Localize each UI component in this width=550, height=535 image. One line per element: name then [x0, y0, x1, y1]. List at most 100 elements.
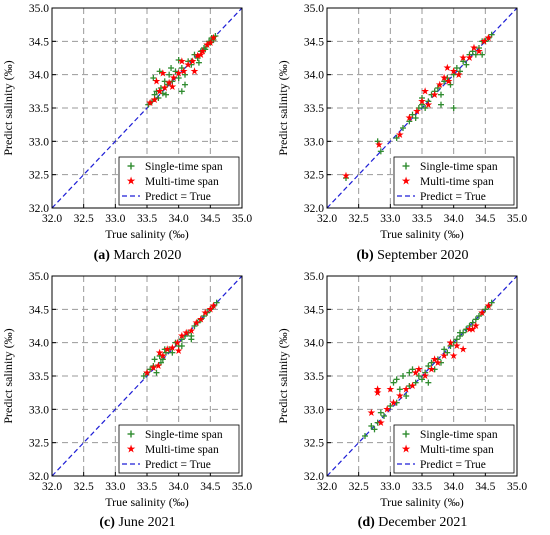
y-tick-label: 35.0 — [29, 3, 49, 15]
point-multi: ★ — [152, 77, 161, 88]
point-multi: ★ — [168, 82, 177, 93]
caption-tag-c: (c) — [99, 515, 115, 530]
point-single — [150, 363, 157, 369]
point-single — [485, 35, 492, 41]
point-single — [362, 433, 368, 439]
point-single — [178, 336, 185, 343]
point-multi: ★ — [373, 388, 382, 399]
point-single — [444, 75, 451, 81]
point-single — [409, 366, 416, 373]
point-single — [422, 105, 429, 111]
x-tick-label: 32.5 — [74, 213, 94, 225]
point-multi: ★ — [155, 348, 164, 359]
point-multi: ★ — [174, 346, 183, 357]
point-multi: ★ — [478, 308, 487, 319]
y-tick-label: 33.5 — [304, 371, 324, 383]
chart-panel-a: ★ ★ ★ ★ ★ ★ ★ ★ ★ ★ ★ ★ ★ ★ ★ ★ ★ ★ ★ ★ ★ 32.0 32.5 33.0 33.5 34.… — [0, 0, 275, 267]
point-single — [450, 339, 457, 346]
y-tick-label: 32.0 — [29, 471, 49, 483]
point-single — [172, 68, 179, 75]
point-single — [156, 68, 163, 75]
x-tick-label: 34.5 — [475, 481, 495, 493]
x-tick-label: 32.5 — [349, 213, 369, 225]
x-tick-label: 33.5 — [137, 213, 157, 225]
x-tick-label: 35.0 — [232, 213, 252, 225]
predict-true-line — [326, 275, 518, 477]
point-single — [482, 306, 489, 313]
chart-panel-c: ★ ★ ★ ★ ★ ★ ★ ★ ★ ★ ★ ★ ★ ★ ★ ★ ★ 32.0 32.5 33.0 33.5 34.0 34.… — [0, 268, 275, 535]
point-single — [159, 356, 166, 363]
point-single — [178, 343, 185, 349]
point-multi: ★ — [471, 321, 480, 332]
point-single — [406, 369, 413, 376]
y-tick-label: 34.5 — [304, 304, 324, 316]
point-multi: ★ — [201, 308, 210, 319]
point-single — [406, 383, 413, 389]
point-multi: ★ — [459, 53, 468, 64]
point-single — [151, 91, 158, 98]
point-multi: ★ — [367, 408, 376, 419]
y-tick-label: 32.0 — [304, 203, 324, 215]
point-single — [419, 376, 425, 383]
point-single — [463, 61, 470, 68]
point-single — [178, 88, 185, 95]
legend: Single-time span ★ Multi-time span Predict … — [393, 424, 515, 474]
x-tick-label: 32.5 — [74, 481, 94, 493]
point-multi: ★ — [395, 391, 404, 402]
point-single — [168, 65, 175, 71]
point-single — [406, 118, 413, 125]
point-multi: ★ — [433, 358, 442, 369]
point-single — [201, 45, 207, 51]
point-single — [403, 393, 410, 399]
point-multi: ★ — [405, 113, 414, 124]
point-multi: ★ — [411, 368, 420, 379]
y-tick-label: 32.5 — [29, 438, 49, 450]
point-single — [441, 78, 448, 85]
y-axis-label: Predict salinity (‰) — [1, 60, 15, 155]
point-single — [450, 71, 457, 78]
point-single — [188, 333, 195, 339]
x-tick-label: 32.5 — [349, 481, 369, 493]
point-single — [157, 359, 164, 366]
point-multi: ★ — [182, 328, 191, 339]
point-single — [343, 175, 349, 181]
legend-label: Single-time span — [420, 161, 498, 173]
point-single — [210, 303, 217, 309]
point-multi: ★ — [386, 385, 395, 396]
point-single — [374, 419, 381, 426]
point-multi: ★ — [192, 318, 201, 329]
point-single — [422, 369, 429, 376]
point-multi: ★ — [452, 341, 461, 352]
legend-label: Predict = True — [420, 459, 486, 471]
point-single — [447, 343, 454, 349]
point-multi: ★ — [173, 338, 182, 349]
point-single — [488, 299, 495, 306]
legend-label: Predict = True — [420, 191, 486, 203]
x-tick-label: 32.0 — [317, 481, 337, 493]
y-tick-label: 33.0 — [29, 404, 49, 416]
point-multi: ★ — [193, 51, 202, 62]
point-single — [400, 373, 406, 379]
point-single — [191, 323, 198, 329]
x-tick-label: 34.0 — [169, 213, 189, 225]
point-single — [145, 101, 152, 108]
legend-label: Predict = True — [145, 191, 211, 203]
point-multi: ★ — [149, 363, 158, 374]
point-single — [188, 58, 195, 65]
point-single — [161, 346, 168, 353]
point-single — [485, 303, 492, 309]
point-multi: ★ — [389, 398, 398, 409]
point-multi: ★ — [373, 385, 382, 396]
point-single — [169, 349, 176, 356]
point-single — [157, 85, 164, 91]
x-tick-label: 32.0 — [42, 481, 62, 493]
caption-tag-d: (d) — [357, 515, 375, 530]
point-single — [453, 336, 460, 343]
point-multi: ★ — [484, 301, 493, 312]
point-multi: ★ — [196, 50, 205, 61]
point-single — [163, 349, 169, 356]
point-single — [195, 59, 202, 66]
point-multi: ★ — [187, 326, 196, 337]
point-single — [444, 349, 451, 356]
y-tick-label: 33.5 — [29, 103, 49, 115]
